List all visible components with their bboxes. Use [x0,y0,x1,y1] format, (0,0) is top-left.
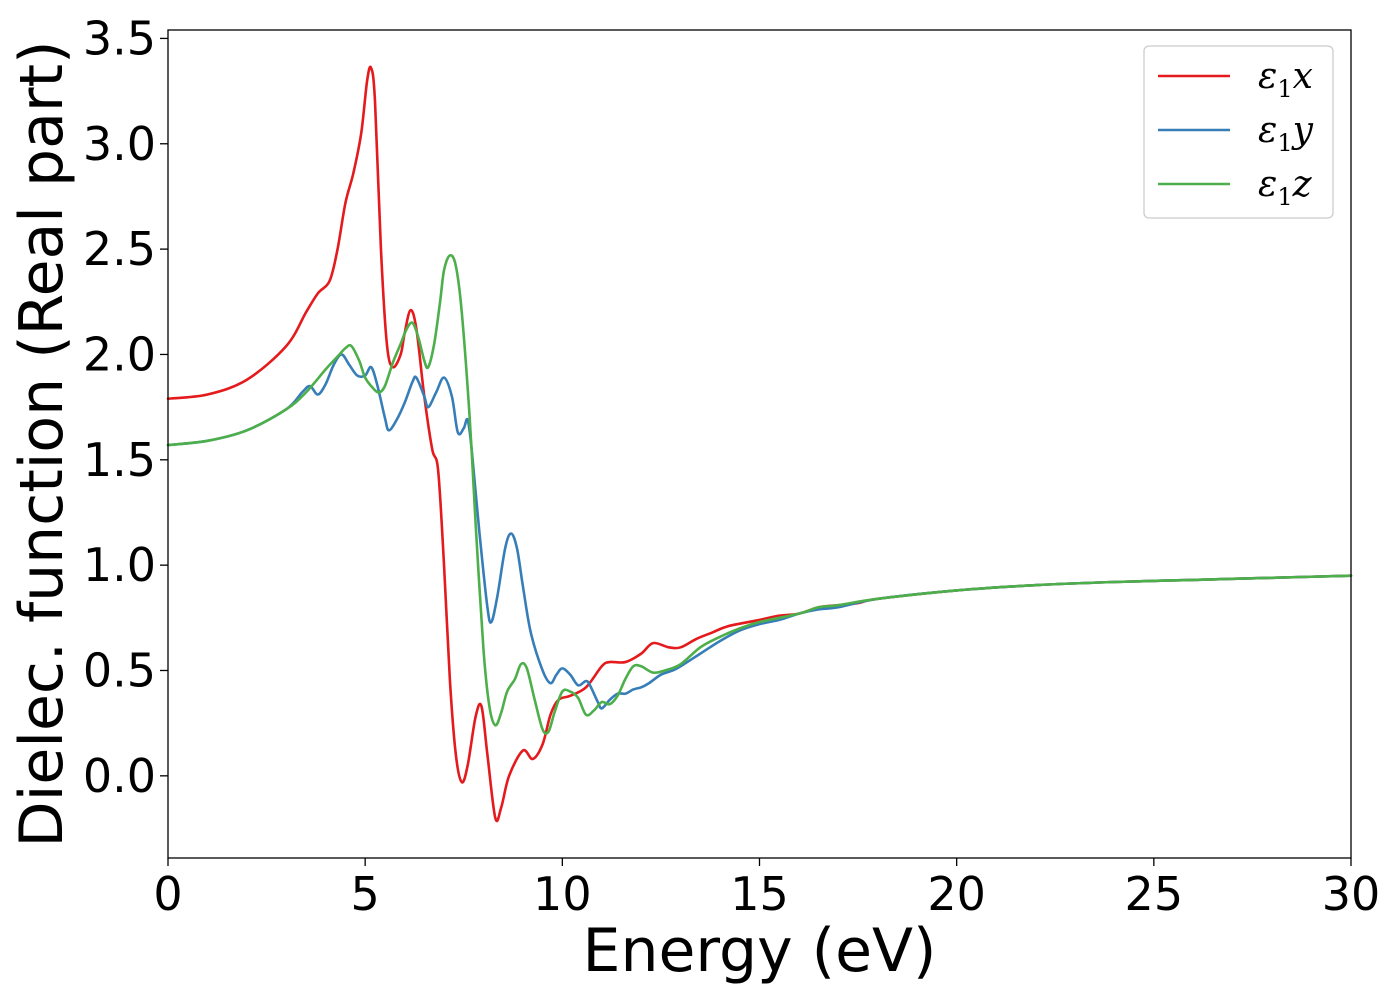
legend-label-x: ε1x [1258,56,1313,103]
y-tick-label: 1.0 [83,538,156,592]
y-tick-label: 0.5 [83,643,156,697]
x-axis-label: Energy (eV) [583,916,937,986]
x-tick-label: 30 [1322,867,1381,921]
x-axis-ticks: 0 5 10 15 20 25 30 [153,858,1380,921]
y-axis-label: Dielec. function (Real part) [7,41,77,848]
y-tick-label: 0.0 [83,749,156,803]
y-tick-label: 3.0 [83,117,156,171]
x-tick-label: 20 [927,867,986,921]
y-axis-ticks: 0.0 0.5 1.0 1.5 2.0 2.5 3.0 3.5 [83,11,168,803]
legend-label-y: ε1y [1258,110,1314,157]
x-tick-label: 5 [351,867,380,921]
legend-label-z: ε1z [1258,164,1313,211]
x-tick-label: 15 [730,867,789,921]
y-tick-label: 1.5 [83,433,156,487]
series-line-z [166,254,1353,735]
legend-frame [1143,45,1334,219]
series-line-y [166,353,1353,710]
x-tick-label: 0 [153,867,182,921]
x-tick-label: 10 [533,867,592,921]
series-layer [166,65,1353,823]
y-tick-label: 2.0 [83,327,156,381]
x-tick-label: 25 [1125,867,1184,921]
y-tick-label: 2.5 [83,222,156,276]
legend: ε1x ε1y ε1z [1143,45,1334,219]
y-tick-label: 3.5 [83,11,156,65]
